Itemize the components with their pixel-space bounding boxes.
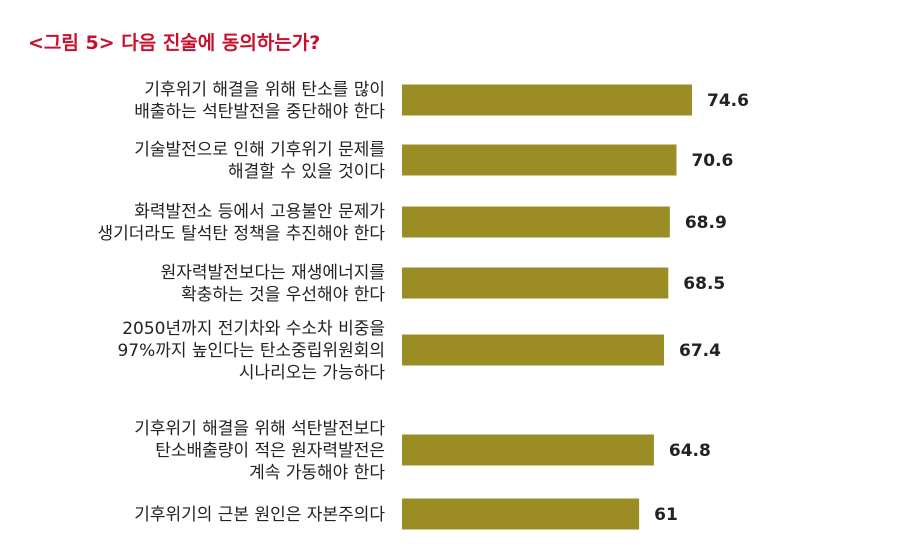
category-label-1-line-1: 기후위기 해결을 위해 탄소를 많이 — [144, 80, 385, 100]
value-label-2: 70.6 — [691, 151, 733, 171]
bar-2 — [402, 144, 677, 176]
bar-5 — [402, 334, 665, 366]
category-label-7-line-1: 기후위기의 근본 원인은 자본주의다 — [134, 505, 385, 525]
category-label-5-line-2: 97%까지 높인다는 탄소중립위원회의 — [117, 341, 385, 361]
category-label-3-line-1: 화력발전소 등에서 고용불안 문제가 — [134, 202, 385, 222]
bar-3 — [402, 206, 670, 238]
bar-7 — [402, 498, 640, 530]
category-label-4-line-2: 확충하는 것을 우선해야 한다 — [181, 285, 385, 305]
value-label-6: 64.8 — [669, 441, 711, 461]
value-label-1: 74.6 — [707, 91, 749, 111]
category-label-6-line-2: 탄소배출량이 적은 원자력발전은 — [155, 441, 385, 461]
value-label-3: 68.9 — [685, 213, 727, 233]
chart-title: <그림 5> 다음 진술에 동의하는가? — [28, 32, 321, 54]
bar-1 — [402, 84, 692, 116]
category-label-4-line-1: 원자력발전보다는 재생에너지를 — [161, 263, 385, 283]
category-label-1-line-2: 배출하는 석탄발전을 중단해야 한다 — [134, 102, 385, 122]
bar-6 — [402, 434, 654, 466]
category-label-5-line-3: 시나리오는 가능하다 — [239, 363, 386, 383]
value-label-4: 68.5 — [683, 274, 725, 294]
category-label-6-line-1: 기후위기 해결을 위해 석탄발전보다 — [134, 419, 385, 439]
value-label-5: 67.4 — [679, 341, 721, 361]
category-label-6-line-3: 계속 가동해야 한다 — [249, 463, 385, 483]
category-label-5-line-1: 2050년까지 전기차와 수소차 비중을 — [122, 319, 385, 339]
bar-4 — [402, 267, 669, 299]
category-label-3-line-2: 생기더라도 탈석탄 정책을 추진해야 한다 — [98, 224, 386, 244]
category-label-2-line-1: 기술발전으로 인해 기후위기 문제를 — [134, 140, 385, 160]
category-label-2-line-2: 해결할 수 있을 것이다 — [228, 162, 385, 182]
value-label-7: 61 — [654, 505, 678, 525]
